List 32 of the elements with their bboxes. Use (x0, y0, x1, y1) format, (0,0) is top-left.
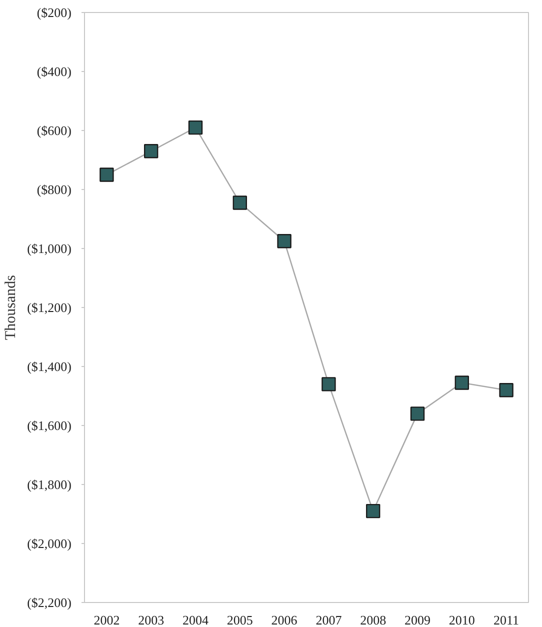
point (366, 504, 380, 518)
y-tick-label: ($1,400) (27, 359, 72, 374)
y-tick-label: ($1,000) (27, 241, 72, 256)
x-tick-label: 2007 (316, 612, 342, 627)
y-tick-label: ($2,000) (27, 536, 72, 551)
y-tick-label: ($2,200) (27, 595, 72, 610)
y-tick-label: ($200) (36, 5, 72, 20)
x-tick-label: 2009 (404, 612, 430, 627)
x-tick-label: 2008 (360, 612, 386, 627)
x-tick-label: 2011 (494, 612, 520, 627)
x-tick-label: 2004 (182, 612, 209, 627)
y-axis-title: Thousands (3, 274, 20, 340)
point (100, 168, 114, 182)
point (188, 120, 203, 135)
y-tick-label: ($600) (36, 123, 72, 138)
y-tick-label: ($1,800) (27, 477, 72, 492)
y-tick-label: ($1,600) (27, 418, 72, 433)
x-tick-label: 2002 (94, 612, 120, 627)
point (499, 383, 514, 398)
x-tick-label: 2006 (271, 612, 298, 627)
x-tick-label: 2010 (448, 612, 475, 627)
y-tick-label: ($1,200) (27, 300, 72, 315)
point (322, 377, 336, 392)
point (454, 376, 469, 390)
point (232, 196, 247, 210)
point (144, 144, 158, 158)
x-tick-label: 2005 (226, 612, 253, 627)
point (410, 406, 425, 421)
y-tick-label: ($800) (36, 182, 72, 197)
x-tick-label: 2003 (138, 612, 164, 627)
point (277, 234, 292, 248)
y-tick-label: ($400) (36, 64, 72, 79)
